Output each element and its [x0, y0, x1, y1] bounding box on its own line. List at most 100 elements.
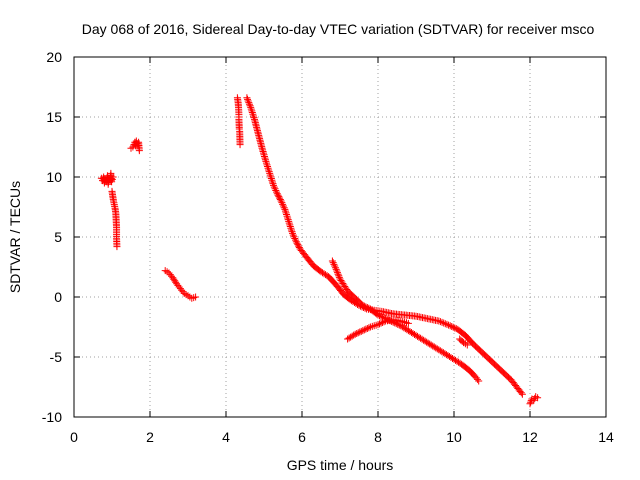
data-point-arc-7: [357, 327, 365, 335]
y-tick-label: 5: [54, 229, 62, 245]
data-point-arc-5: [275, 193, 283, 201]
data-point-arc-5: [285, 217, 293, 225]
data-points: [97, 94, 542, 408]
data-point-arc-2: [135, 147, 143, 155]
data-point-arc-5: [268, 178, 276, 186]
data-point-arc-6: [333, 269, 341, 277]
data-point-arc-7: [360, 326, 368, 334]
data-point-arc-5: [263, 161, 271, 169]
data-point-arc-6: [473, 375, 481, 383]
data-point-arc-5: [284, 214, 292, 222]
data-point-arc-5: [448, 323, 456, 331]
data-point-arc-3: [190, 294, 198, 302]
data-point-arc-6: [362, 303, 370, 311]
data-point-arc-5: [282, 209, 290, 217]
data-point-arc-5: [247, 103, 255, 111]
data-point-arc-4: [236, 141, 244, 149]
data-point-arc-5: [274, 191, 282, 199]
data-point-arc-5: [273, 188, 281, 196]
data-point-arc-7: [362, 325, 370, 333]
data-point-arc-5: [288, 228, 296, 236]
data-point-arc-5: [266, 169, 274, 177]
data-point-arc-6: [475, 377, 483, 385]
y-tick-label: -5: [50, 349, 63, 365]
y-axis-label: SDTVAR / TECUs: [7, 181, 23, 293]
data-point-arc-5: [287, 226, 295, 234]
x-tick-label: 8: [374, 429, 382, 445]
data-point-arc-9: [526, 400, 534, 408]
data-point-arc-5: [244, 97, 252, 105]
data-point-arc-5: [289, 229, 296, 237]
data-point-arc-5: [276, 196, 284, 204]
data-point-arc-6: [377, 312, 385, 320]
data-point-arc-9: [530, 396, 538, 404]
data-point-arc-6: [363, 304, 371, 312]
data-point-arc-6: [335, 273, 343, 281]
data-point-arc-5: [265, 168, 273, 176]
data-point-arc-5: [445, 321, 453, 329]
x-tick-label: 12: [522, 429, 538, 445]
y-tick-label: 0: [54, 289, 62, 305]
data-point-arc-6: [376, 312, 384, 320]
x-tick-label: 6: [298, 429, 306, 445]
data-point-arc-5: [451, 324, 459, 332]
data-point-arc-5: [286, 223, 294, 231]
data-point-arc-5: [278, 199, 286, 207]
data-point-arc-5: [245, 100, 253, 108]
data-point-arc-5: [272, 186, 280, 194]
data-point-arc-5: [265, 166, 273, 174]
data-point-arc-5: [438, 318, 446, 326]
data-point-arc-5: [290, 233, 298, 241]
data-point-arc-5: [277, 197, 285, 205]
data-point-arc-7: [354, 329, 362, 337]
data-point-arc-6: [331, 264, 339, 272]
y-tick-label: 10: [46, 169, 62, 185]
data-point-arc-6: [359, 301, 367, 309]
data-point-arc-3: [171, 277, 179, 285]
data-point-arc-3: [192, 293, 200, 301]
data-point-arc-5: [518, 390, 526, 398]
data-point-arc-5: [289, 231, 297, 239]
data-point-arc-5: [286, 221, 294, 229]
data-point-arc-6: [394, 320, 402, 328]
data-point-arc-5: [264, 164, 272, 172]
data-point-arc-7: [377, 319, 385, 327]
data-point-arc-1-descent: [113, 243, 121, 251]
data-point-arc-5: [279, 200, 287, 208]
data-point-arc-6: [360, 302, 368, 310]
data-point-arc-5: [249, 112, 257, 120]
data-point-arc-5: [250, 114, 258, 122]
data-point-arc-7: [365, 324, 373, 332]
y-tick-label: 15: [46, 109, 62, 125]
data-point-arc-5: [517, 389, 525, 397]
data-point-arc-5: [292, 238, 300, 246]
data-point-arc-7: [363, 324, 371, 332]
data-point-arc-5: [435, 317, 443, 325]
data-point-arc-7: [374, 321, 382, 329]
axis-ticks: [73, 56, 607, 418]
data-point-arc-5: [248, 109, 256, 117]
x-tick-label: 14: [598, 429, 614, 445]
data-point-arc-7: [379, 318, 387, 326]
data-point-arc-5: [281, 207, 289, 215]
data-point-arc-5: [269, 180, 277, 188]
data-point-arc-8: [463, 341, 471, 349]
data-point-arc-6: [329, 259, 337, 267]
data-point-arc-6: [333, 267, 341, 275]
data-point-arc-5: [270, 183, 278, 191]
data-point-arc-5: [267, 173, 275, 181]
y-tick-label: 20: [46, 49, 62, 65]
data-point-arc-5: [446, 322, 454, 330]
data-point-arc-6: [331, 262, 339, 270]
data-point-arc-5: [262, 157, 270, 165]
data-point-arc-5: [247, 105, 255, 113]
data-point-arc-7: [376, 320, 384, 328]
data-point-arc-5: [270, 181, 277, 189]
data-point-arc-5: [262, 159, 270, 167]
data-point-arc-6: [374, 311, 382, 319]
data-point-arc-5: [266, 171, 274, 179]
data-point-arc-7: [351, 330, 359, 338]
data-point-arc-5: [245, 99, 253, 107]
data-point-arc-5: [441, 320, 449, 328]
data-point-arc-5: [293, 239, 301, 247]
